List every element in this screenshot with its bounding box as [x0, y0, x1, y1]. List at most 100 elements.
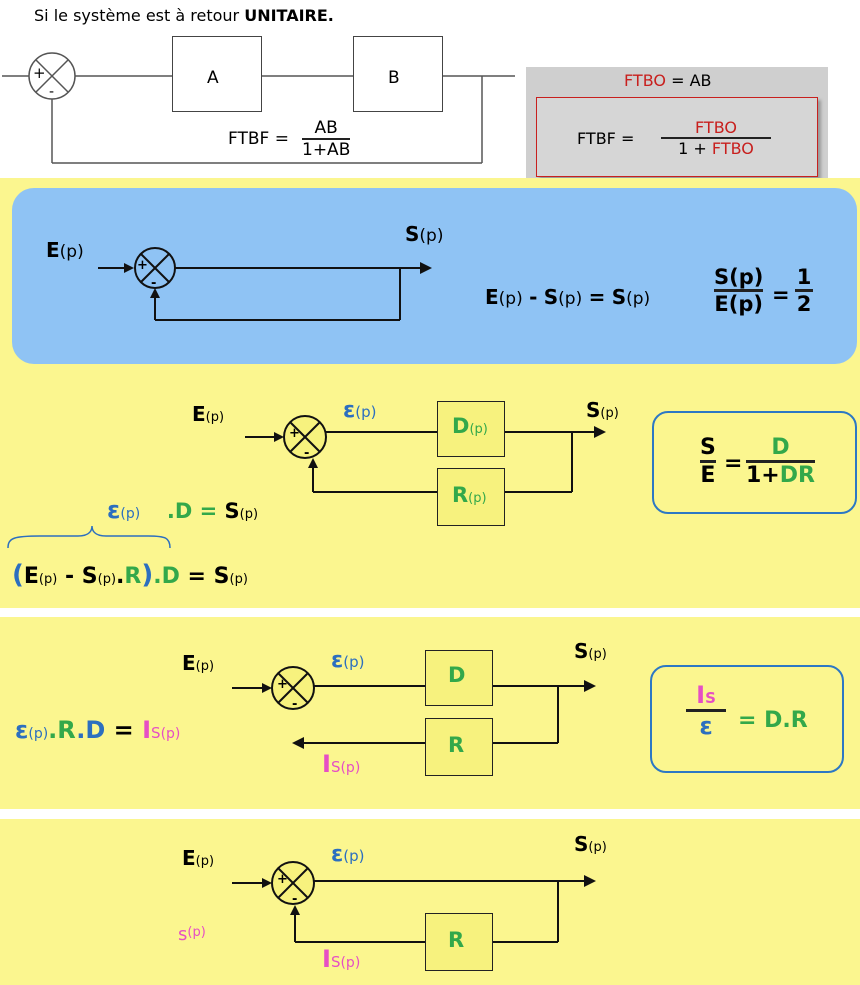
eq1-eps: ε — [107, 496, 121, 524]
cur-is-label: IS(p) — [322, 752, 360, 776]
unity-e: E — [46, 238, 60, 262]
ratio-equals: = — [772, 283, 790, 307]
top-ftbf-num: AB — [314, 118, 338, 138]
top-minus: - — [49, 84, 55, 100]
cur-d-label: D — [448, 663, 466, 687]
unity-ratio: S(p) E(p) — [714, 265, 764, 316]
cur-result-fraction: IS ε — [686, 681, 726, 740]
ratio-num: S(p) — [714, 265, 764, 289]
ftbf-inner-box: FTBF = FTBO 1 + FTBO — [536, 97, 818, 177]
result-e: E — [700, 463, 716, 488]
ratio-den: E(p) — [714, 292, 763, 316]
cur-s-p: (p) — [588, 647, 607, 662]
res-s: S — [705, 689, 716, 707]
last-output-label: S(p) — [574, 834, 607, 854]
unity-s-p: (p) — [419, 226, 444, 246]
fb-eps: ε — [343, 398, 356, 423]
res-eps: ε — [699, 712, 713, 740]
cur-is-s: S — [330, 758, 341, 776]
unity-half: 1 2 — [795, 265, 813, 316]
eq2-s-p: (p) — [97, 572, 117, 587]
heading-prefix: Si le système est à retour — [34, 6, 245, 25]
eq2-r: R — [124, 564, 142, 589]
last-is-i: I — [322, 945, 331, 973]
cur-block-d: D — [425, 650, 493, 706]
heading-bold: UNITAIRE. — [244, 6, 334, 25]
half-den: 2 — [796, 292, 812, 316]
last-pink-s: s(p) — [178, 926, 206, 944]
half-num: 1 — [796, 265, 812, 289]
last-is-s: S — [330, 953, 341, 971]
eq1-s-p: (p) — [239, 507, 259, 522]
eq-e: E — [485, 285, 499, 309]
last-eps: ε — [331, 842, 344, 867]
ftbf-side-label: FTBF = — [577, 129, 635, 148]
cur-eq-i: I — [142, 716, 152, 744]
fb-e-p: (p) — [205, 410, 225, 425]
pink-p: (p) — [187, 925, 206, 940]
den-word: FTBO — [711, 138, 754, 158]
cur-eq-eps-p: (p) — [28, 726, 49, 742]
cur-e: E — [182, 651, 196, 675]
cur-plus: + — [277, 677, 288, 692]
eq2-minus: - — [57, 564, 82, 589]
res-i: I — [696, 681, 706, 709]
unity-output-label: S(p) — [405, 224, 443, 245]
cur-output-label: S(p) — [574, 641, 607, 661]
fb-result-box: S E = D 1+DR — [652, 411, 857, 514]
fraction-bar — [746, 460, 815, 463]
rden-2: DR — [779, 463, 815, 488]
top-wiring — [2, 52, 515, 164]
d-p: (p) — [469, 422, 488, 437]
top-ftbf-label: FTBF = — [228, 129, 289, 149]
cur-epsilon-label: ε(p) — [331, 650, 364, 672]
fraction-bar — [795, 289, 813, 292]
fraction-bar — [700, 460, 716, 463]
block-b-label: B — [388, 68, 400, 88]
ftbf-side-fraction: FTBO 1 + FTBO — [661, 118, 771, 158]
eq1-s: S — [224, 499, 240, 523]
fb-e: E — [192, 402, 206, 426]
fraction-bar — [686, 709, 726, 712]
eq2-e-p: (p) — [38, 572, 58, 587]
last-eps-p: (p) — [343, 847, 365, 865]
cur-block-r: R — [425, 718, 493, 776]
result-s: S — [700, 435, 716, 460]
eq2-e: E — [23, 564, 39, 589]
fraction-bar — [302, 138, 351, 140]
cur-e-p: (p) — [195, 659, 215, 674]
cur-result-eq: = D.R — [738, 710, 808, 732]
unity-plus: + — [137, 258, 148, 273]
unity-e-p: (p) — [59, 242, 84, 262]
eq-equals: = — [588, 285, 606, 309]
block-b: B — [353, 36, 443, 112]
eq2-close: ) — [141, 560, 154, 590]
cur-r-label: R — [448, 733, 465, 757]
fb-eq1: ε(p) .D = S(p) — [107, 498, 258, 522]
block-r-label: R(p) — [452, 485, 487, 506]
eq-s1: S — [543, 285, 559, 309]
fb-plus: + — [289, 426, 300, 441]
fb-eq2: (E(p) - S(p).R).D = S(p) — [12, 562, 248, 588]
top-section: Si le système est à retour UNITAIRE. + -… — [0, 0, 520, 178]
cur-eq-eps: ε — [15, 716, 29, 744]
fb-s-p: (p) — [600, 406, 619, 421]
last-s: S — [574, 832, 589, 856]
last-minus: - — [292, 892, 298, 907]
eq2-d: .D — [153, 564, 180, 589]
top-ftbf-den: 1+AB — [302, 140, 351, 160]
cur-eq-s: S — [151, 724, 161, 742]
last-plus: + — [277, 872, 288, 887]
res-eq-text: = D.R — [738, 708, 808, 733]
eq1-mid: .D = — [166, 499, 225, 523]
cur-minus: - — [292, 697, 298, 712]
block-r: R(p) — [437, 468, 505, 526]
cur-res-num: IS — [696, 681, 716, 709]
cur-equation: ε(p).R.D = IS(p) — [15, 718, 180, 742]
eq-e-p: (p) — [498, 289, 523, 309]
block-d: D(p) — [437, 401, 505, 457]
ftbo-line: FTBO = AB — [624, 73, 711, 89]
eq-s1-p: (p) — [558, 289, 583, 309]
cur-eq-r: .R — [48, 716, 77, 744]
eq2-open: ( — [12, 560, 24, 590]
